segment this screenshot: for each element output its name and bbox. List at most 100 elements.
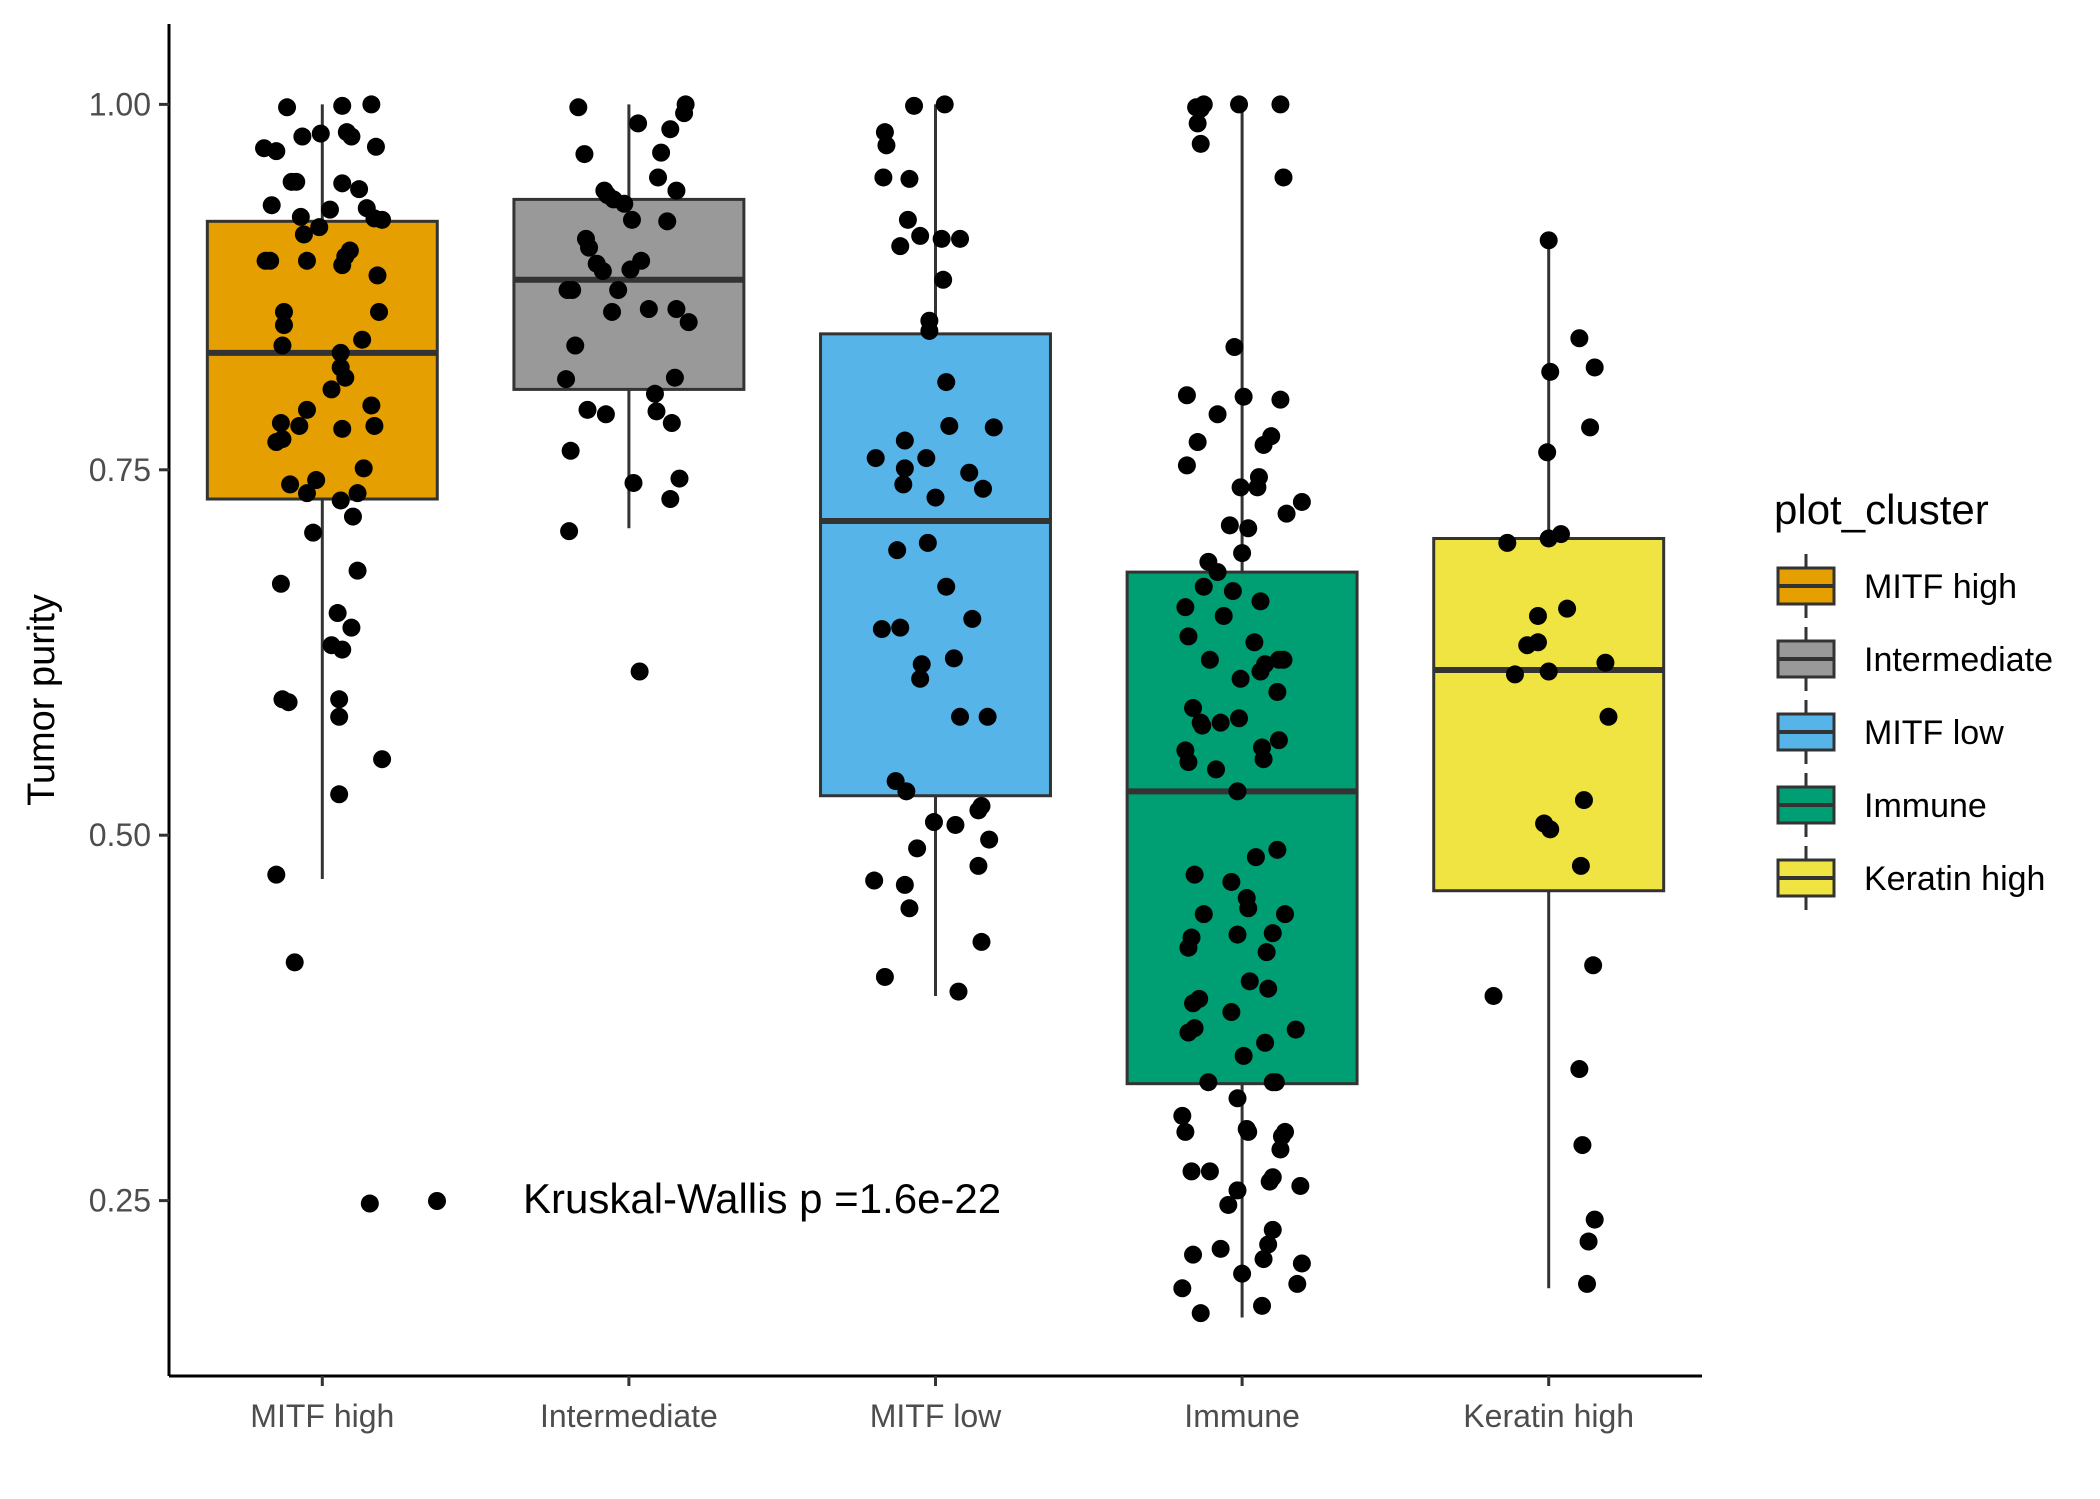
data-point bbox=[1276, 1122, 1295, 1141]
data-point bbox=[1207, 760, 1226, 779]
box-body bbox=[512, 197, 746, 391]
data-point bbox=[911, 226, 930, 245]
data-point bbox=[1176, 598, 1195, 617]
data-point bbox=[333, 419, 352, 438]
data-point bbox=[1551, 525, 1570, 544]
data-point bbox=[665, 368, 684, 387]
data-point bbox=[645, 384, 664, 403]
data-point bbox=[1231, 478, 1250, 497]
data-point bbox=[944, 649, 963, 668]
data-point bbox=[951, 229, 970, 248]
data-point bbox=[905, 96, 924, 115]
points-0 bbox=[255, 95, 392, 1213]
data-point bbox=[1274, 650, 1293, 669]
data-point bbox=[1541, 820, 1560, 839]
data-point bbox=[1276, 905, 1295, 924]
data-point bbox=[1541, 362, 1560, 381]
data-point bbox=[1211, 713, 1230, 732]
data-point bbox=[615, 194, 634, 213]
data-point bbox=[1277, 504, 1296, 523]
data-point bbox=[1581, 418, 1600, 437]
data-point bbox=[274, 302, 293, 321]
data-point bbox=[310, 218, 329, 237]
data-point bbox=[267, 433, 286, 452]
data-point bbox=[1231, 669, 1250, 688]
legend-label: Keratin high bbox=[1864, 860, 2045, 898]
data-point bbox=[1257, 943, 1276, 962]
data-point bbox=[1262, 427, 1281, 446]
data-point bbox=[290, 416, 309, 435]
legend-entry-0: MITF high bbox=[1776, 554, 2017, 618]
data-point bbox=[1188, 433, 1207, 452]
data-point bbox=[670, 469, 689, 488]
data-point bbox=[875, 967, 894, 986]
data-point bbox=[667, 300, 686, 319]
data-point bbox=[366, 137, 385, 156]
data-point bbox=[1233, 544, 1252, 563]
data-point bbox=[1574, 791, 1593, 810]
data-point bbox=[1571, 856, 1590, 875]
box-body bbox=[819, 332, 1052, 798]
box-0 bbox=[205, 104, 439, 880]
data-point bbox=[1182, 928, 1201, 947]
data-point bbox=[1254, 1250, 1273, 1269]
legend-label: Intermediate bbox=[1864, 641, 2053, 679]
data-point bbox=[900, 899, 919, 918]
data-point bbox=[874, 168, 893, 187]
box-2 bbox=[819, 104, 1052, 996]
legend-entry-1: Intermediate bbox=[1776, 627, 2053, 691]
data-point bbox=[1291, 1176, 1310, 1195]
data-point bbox=[1578, 1274, 1597, 1293]
data-point bbox=[331, 343, 350, 362]
data-point bbox=[373, 210, 392, 229]
data-point bbox=[354, 459, 373, 478]
data-point bbox=[348, 484, 367, 503]
data-point bbox=[1528, 633, 1547, 652]
data-point bbox=[365, 416, 384, 435]
data-point bbox=[960, 463, 979, 482]
data-point bbox=[679, 313, 698, 332]
data-point bbox=[1585, 358, 1604, 377]
data-point bbox=[1223, 582, 1242, 601]
data-point bbox=[924, 813, 943, 832]
box-body bbox=[205, 219, 439, 501]
data-point bbox=[279, 693, 298, 712]
data-point bbox=[1599, 707, 1618, 726]
data-point bbox=[261, 251, 280, 270]
data-point bbox=[609, 281, 628, 300]
data-point bbox=[1208, 405, 1227, 424]
points-2 bbox=[865, 95, 1003, 1001]
data-point bbox=[969, 856, 988, 875]
data-point bbox=[1271, 95, 1290, 114]
data-point bbox=[1256, 655, 1275, 674]
data-point bbox=[917, 449, 936, 468]
data-point bbox=[1185, 865, 1204, 884]
data-point bbox=[1200, 650, 1219, 669]
data-point bbox=[661, 120, 680, 139]
annotation-group: Kruskal-Wallis p =1.6e-22 bbox=[428, 1175, 1001, 1222]
x-tick-label: MITF high bbox=[250, 1398, 394, 1434]
data-point bbox=[1191, 1304, 1210, 1323]
data-point bbox=[908, 839, 927, 858]
data-point bbox=[1230, 95, 1249, 114]
annotation-marker bbox=[428, 1192, 446, 1210]
data-point bbox=[278, 98, 297, 117]
data-point bbox=[293, 127, 312, 146]
data-point bbox=[304, 523, 323, 542]
data-point bbox=[1193, 716, 1212, 735]
plot-panel bbox=[205, 95, 1666, 1323]
data-point bbox=[274, 316, 293, 335]
data-point bbox=[1179, 753, 1198, 772]
data-point bbox=[1263, 1168, 1282, 1187]
x-tick-label: Intermediate bbox=[540, 1398, 718, 1434]
data-point bbox=[1188, 114, 1207, 133]
data-point bbox=[1176, 1122, 1195, 1141]
data-point bbox=[1253, 1296, 1272, 1315]
data-point bbox=[311, 124, 330, 143]
data-point bbox=[632, 251, 651, 270]
data-point bbox=[1539, 231, 1558, 250]
data-point bbox=[1585, 1210, 1604, 1229]
data-point bbox=[658, 212, 677, 231]
data-point bbox=[291, 207, 310, 226]
data-point bbox=[932, 229, 951, 248]
